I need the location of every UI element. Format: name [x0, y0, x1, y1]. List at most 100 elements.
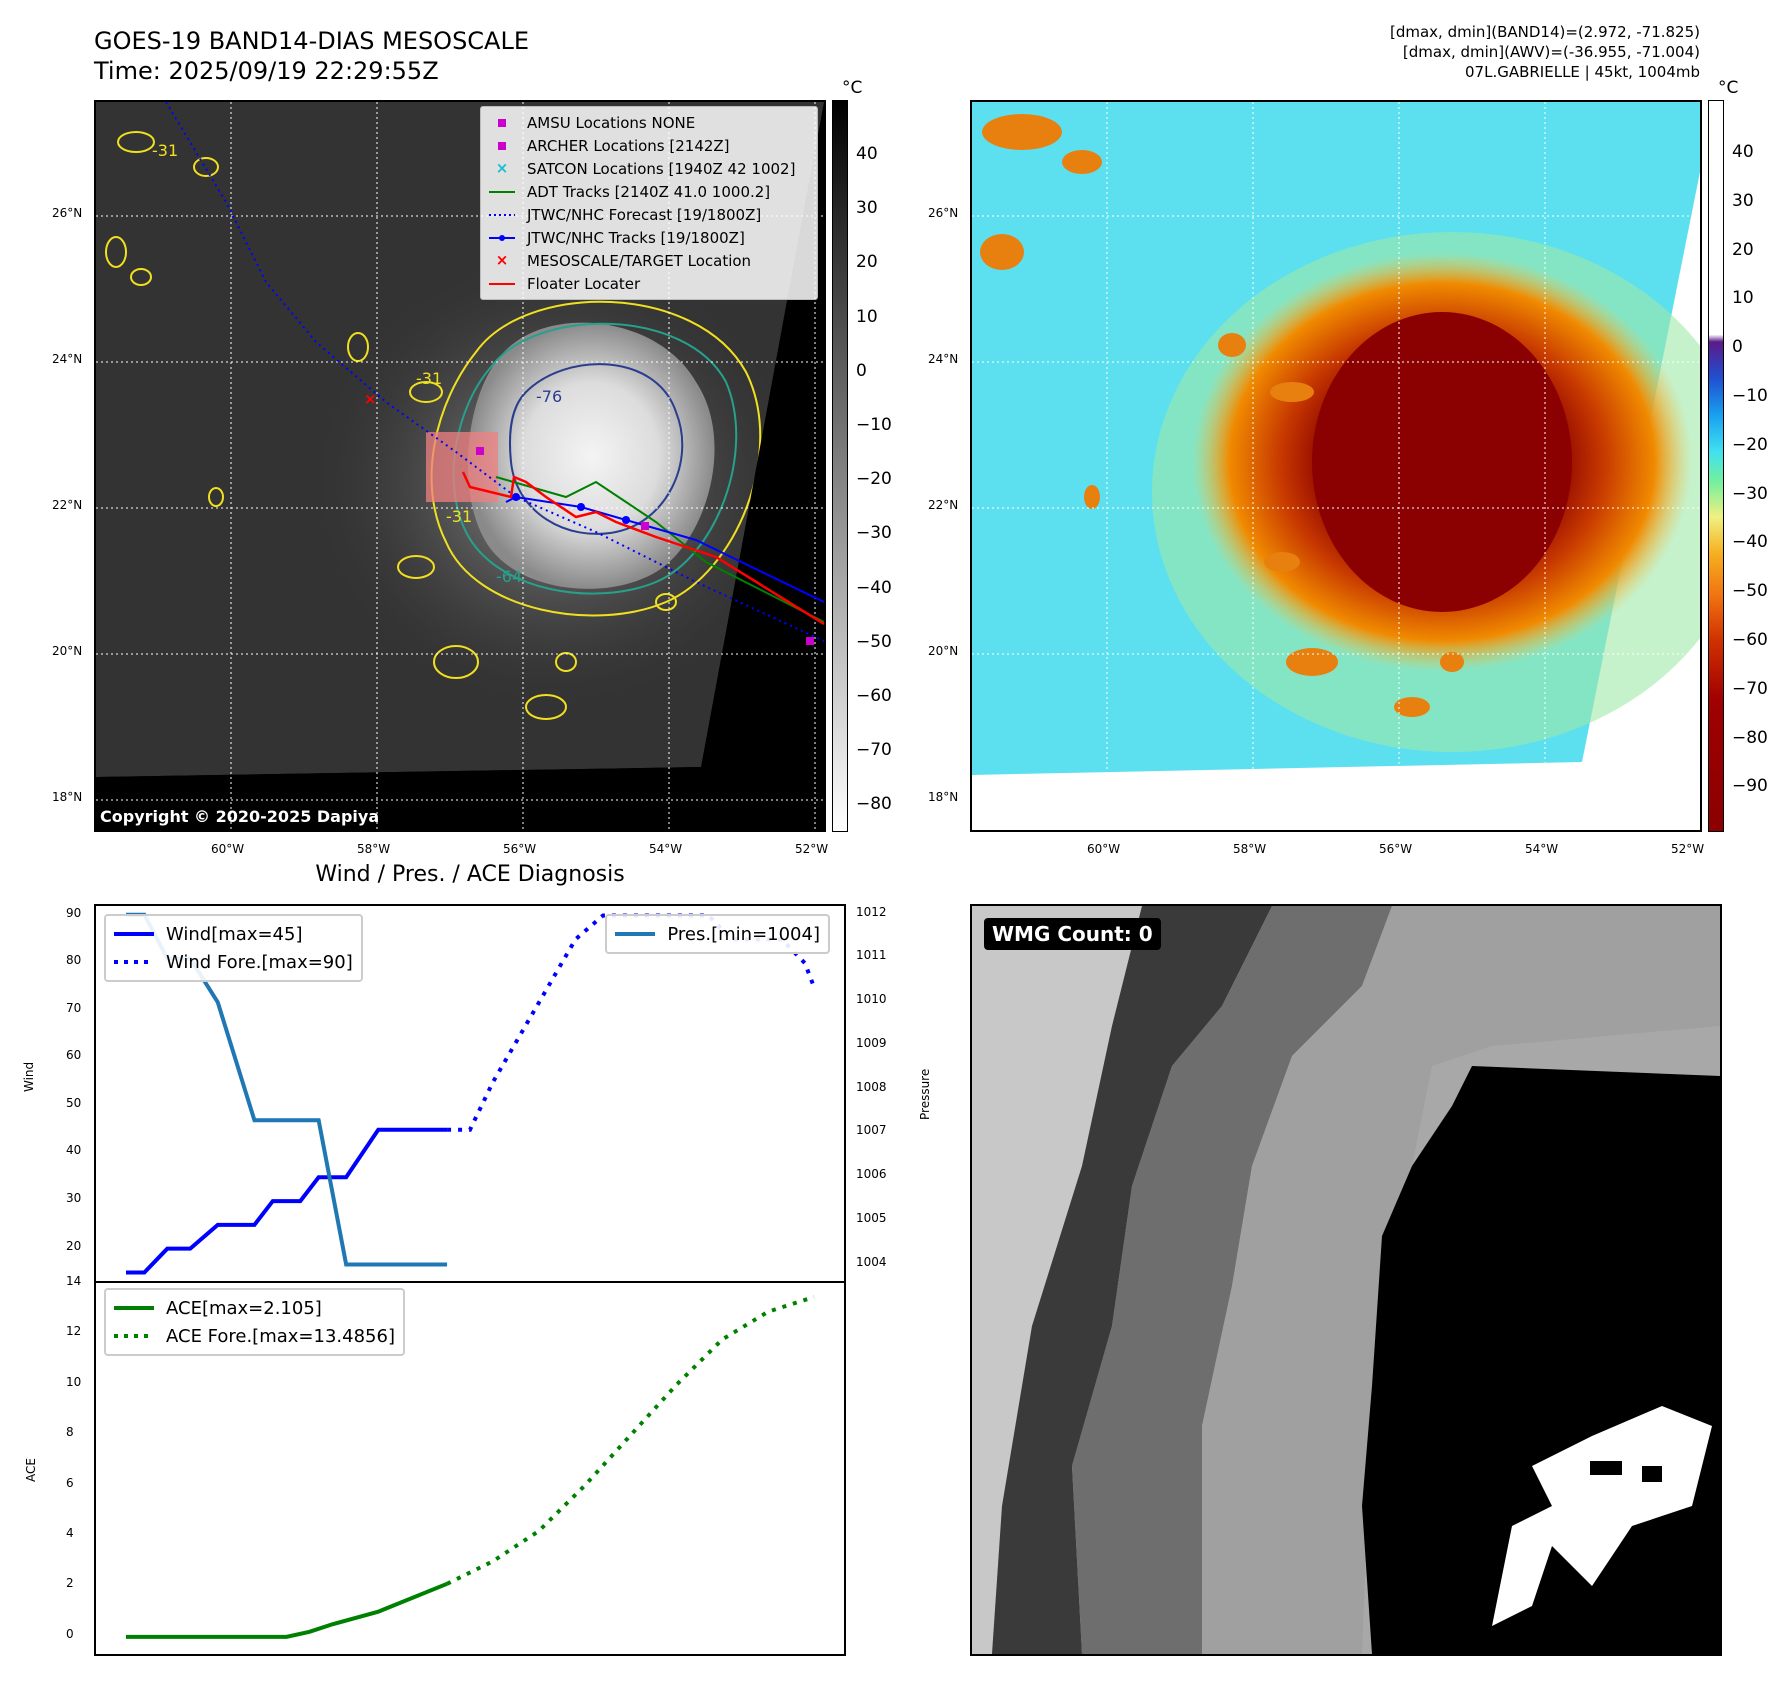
legend-item: JTWC/NHC Tracks [19/1800Z] [489, 226, 809, 249]
dotted-line-icon [114, 960, 154, 964]
lon-label: 52°W [1671, 842, 1705, 856]
archer-marker [641, 522, 649, 530]
series-line [446, 1295, 815, 1586]
lat-label: 24°N [928, 352, 959, 366]
lat-label: 18°N [52, 790, 83, 804]
figure-title: GOES-19 BAND14-DIAS MESOSCALE Time: 2025… [94, 26, 529, 86]
colorbar-tick: −60 [1732, 630, 1768, 650]
lon-label: 60°W [211, 842, 245, 856]
copyright-text: Copyright © 2020-2025 Dapiya [100, 807, 380, 826]
wmg-count-badge: WMG Count: 0 [984, 918, 1161, 950]
ace-tick: 8 [66, 1425, 74, 1440]
adt-track [495, 476, 824, 623]
colorbar-tick: −90 [1732, 776, 1768, 797]
colorbar-tick: −50 [1732, 581, 1768, 602]
colorbar-tick: −10 [856, 415, 892, 435]
awv-colorbar-unit: °C [1718, 78, 1739, 98]
legend-item: AMSU Locations NONE [489, 111, 809, 134]
colorbar-tick: −30 [1732, 483, 1768, 504]
diagnostic-info: [dmax, dmin](BAND14)=(2.972, -71.825) [d… [1390, 22, 1700, 82]
legend-item: ADT Tracks [2140Z 41.0 1000.2] [489, 180, 809, 203]
pressure-tick: 1009 [856, 1035, 887, 1050]
pressure-tick: 1008 [856, 1079, 887, 1094]
awv-colorbar [1708, 100, 1724, 832]
wind-tick: 90 [66, 905, 82, 920]
lat-label: 26°N [928, 206, 959, 220]
colorbar-tick: −10 [1732, 386, 1768, 406]
ir-satellite-panel: -76 -64 -31 -31 -31 [94, 100, 826, 832]
target-marker: × [364, 390, 377, 408]
colorbar-tick: −60 [856, 686, 892, 706]
archer-marker [806, 637, 814, 645]
diagnosis-chart [96, 912, 844, 1639]
pressure-tick: 1004 [856, 1254, 887, 1269]
ace-legend: ACE[max=2.105] ACE Fore.[max=13.4856] [104, 1288, 405, 1356]
ir-legend: AMSU Locations NONE ARCHER Locations [21… [480, 106, 818, 300]
colorbar-tick: 10 [856, 306, 878, 327]
colorbar-tick: 40 [856, 144, 878, 164]
title-line-2: Time: 2025/09/19 22:29:55Z [94, 57, 439, 85]
wmg-panel: WMG Count: 0 [970, 904, 1722, 1656]
legend-item: ACE[max=2.105] [114, 1294, 395, 1322]
contour-label: -31 [152, 141, 178, 160]
wmg-image [972, 906, 1720, 1654]
ace-tick: 2 [66, 1576, 74, 1591]
square-icon [498, 141, 506, 150]
colorbar-tick: 30 [1732, 190, 1754, 211]
colorbar-tick: 20 [856, 252, 878, 273]
ir-colorbar-unit: °C [842, 78, 863, 98]
colorbar-tick: 0 [856, 360, 867, 381]
awv-blobs [980, 114, 1464, 717]
awv-image [972, 102, 1700, 830]
colorbar-tick: 30 [856, 198, 878, 219]
yellow-contour-blobs [105, 131, 677, 720]
lat-label: 22°N [52, 498, 83, 512]
dotted-line-icon [114, 1334, 154, 1338]
legend-item: Pres.[min=1004] [615, 920, 820, 948]
wind-tick: 80 [66, 953, 82, 968]
wind-tick: 30 [66, 1191, 82, 1206]
archer-marker [476, 447, 484, 455]
pressure-tick: 1011 [856, 948, 887, 963]
line-icon [615, 932, 656, 936]
lon-label: 54°W [1525, 842, 1559, 856]
x-icon: × [495, 251, 509, 269]
dotted-line-icon [489, 213, 515, 216]
lon-label: 58°W [357, 842, 391, 856]
colorbar-tick: −80 [1732, 727, 1768, 748]
legend-item: Wind[max=45] [114, 920, 353, 948]
ir-colorbar [832, 100, 848, 832]
ace-tick: 6 [66, 1475, 74, 1490]
wind-tick: 20 [66, 1238, 82, 1253]
wind-tick: 50 [66, 1095, 82, 1110]
legend-item: ARCHER Locations [2142Z] [489, 134, 809, 157]
title-line-1: GOES-19 BAND14-DIAS MESOSCALE [94, 27, 530, 55]
info-line-1: [dmax, dmin](BAND14)=(2.972, -71.825) [1389, 23, 1700, 41]
square-icon [498, 118, 506, 127]
lat-label: 22°N [928, 498, 959, 512]
legend-item: × MESOSCALE/TARGET Location [495, 251, 752, 270]
no-data-region [96, 102, 824, 830]
contour-label: -31 [446, 507, 472, 526]
colorbar-tick: −20 [856, 469, 892, 490]
lon-label: 54°W [649, 842, 683, 856]
series-line [126, 1127, 448, 1275]
line-icon [114, 932, 154, 936]
wind-tick: 60 [66, 1048, 82, 1063]
colorbar-tick: −80 [856, 794, 892, 815]
colorbar-tick: −20 [1732, 434, 1768, 455]
pressure-axis-label: Pressure [918, 1068, 932, 1120]
ace-tick: 12 [66, 1324, 82, 1339]
info-line-2: [dmax, dmin](AWV)=(-36.955, -71.004) [1402, 43, 1700, 61]
contour-label: -64 [496, 567, 522, 586]
contour-label: -76 [536, 387, 562, 406]
ace-tick: 4 [66, 1526, 74, 1541]
ace-axis-label: ACE [24, 1458, 38, 1482]
x-icon: × [495, 159, 509, 177]
diagnosis-title: Wind / Pres. / ACE Diagnosis [315, 862, 625, 887]
colorbar-tick: 40 [1732, 142, 1754, 162]
lat-label: 20°N [928, 644, 959, 658]
legend-item: Wind Fore.[max=90] [114, 948, 353, 976]
colorbar-tick: −50 [856, 631, 892, 652]
wind-legend: Wind[max=45] Wind Fore.[max=90] [104, 914, 363, 982]
